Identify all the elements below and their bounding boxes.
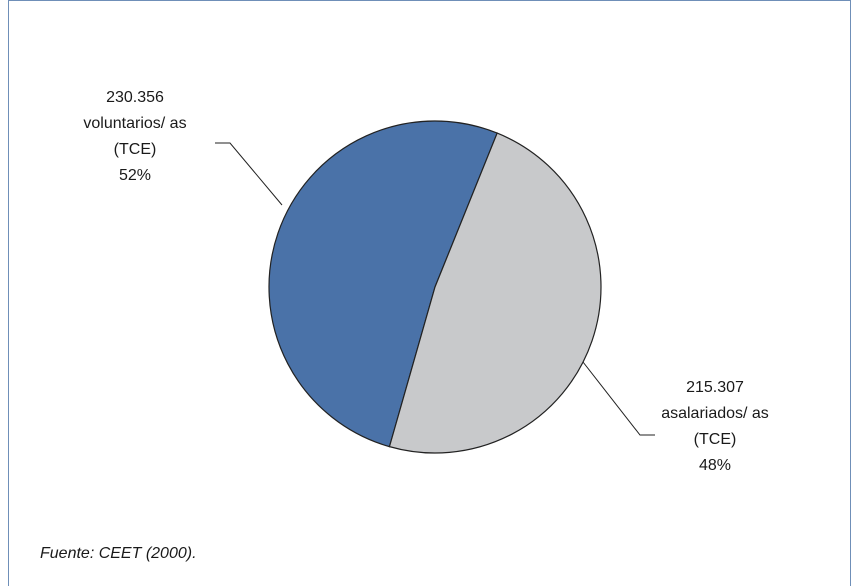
slice-name-label: (TCE) xyxy=(114,141,157,158)
slice-percent-label: 52% xyxy=(119,167,151,184)
slice-name-label: asalariados/ as xyxy=(661,405,769,422)
chart-frame xyxy=(8,0,851,586)
slice-name-label: voluntarios/ as xyxy=(83,115,186,132)
slice-value-label: 215.307 xyxy=(686,379,744,396)
slice-percent-label: 48% xyxy=(699,457,731,474)
slice-name-label: (TCE) xyxy=(694,431,737,448)
pie-slice-asalariados xyxy=(388,132,602,454)
leader-line xyxy=(215,142,283,206)
source-note: Fuente: CEET (2000). xyxy=(40,545,197,562)
leader-line xyxy=(582,361,655,436)
slice-value-label: 230.356 xyxy=(106,89,164,106)
pie-slice-voluntarios xyxy=(268,120,498,448)
